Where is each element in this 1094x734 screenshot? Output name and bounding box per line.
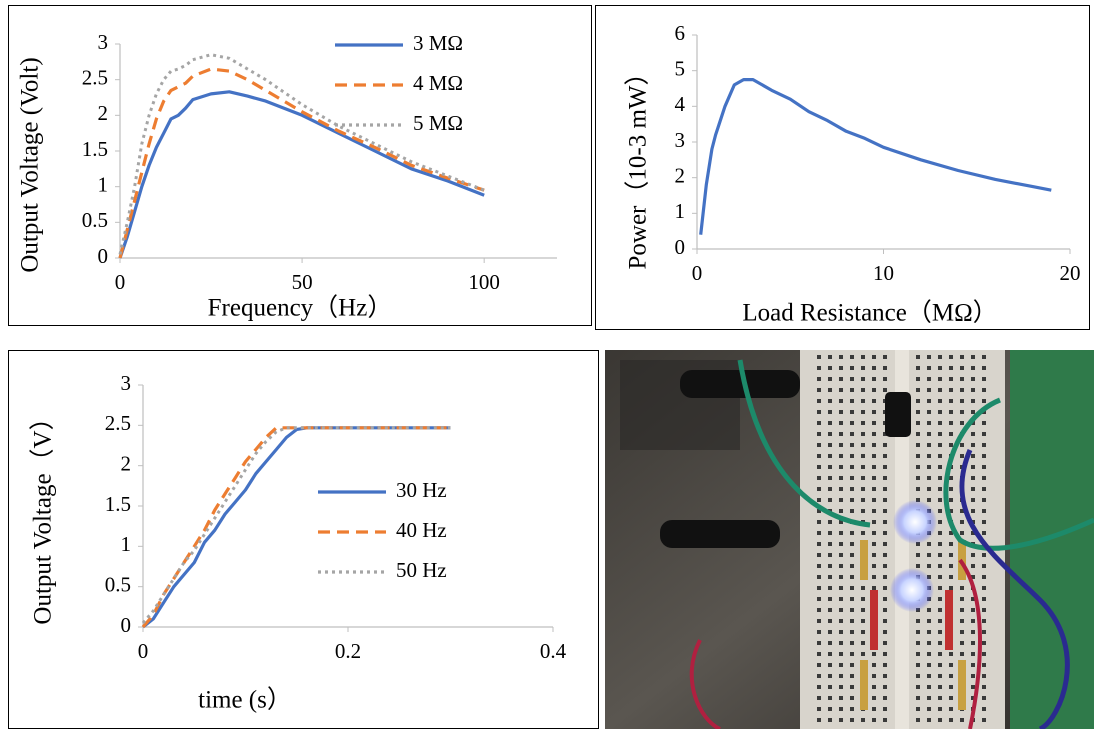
panel-frame	[8, 5, 592, 326]
y-tick-label: 0	[98, 244, 109, 268]
legend-label: 3 MΩ	[413, 31, 463, 55]
legend-label: 40 Hz	[396, 518, 447, 542]
y-tick-label: 1	[98, 172, 109, 196]
x-axis-label: Frequency（Hz）	[208, 294, 393, 322]
y-tick-label: 1.5	[105, 492, 131, 516]
x-tick-label: 50	[292, 270, 313, 294]
y-tick-label: 0.5	[82, 208, 108, 232]
legend-label: 50 Hz	[396, 558, 447, 582]
y-tick-label: 4	[675, 92, 686, 116]
x-axis-label: time (s）	[198, 686, 292, 714]
data-line	[118, 90, 485, 259]
photo	[605, 350, 1094, 732]
y-tick-label: 2	[98, 101, 109, 125]
data-line	[118, 67, 485, 259]
y-tick-label: 1	[675, 199, 686, 223]
y-tick-label: 2	[121, 451, 132, 475]
data-line	[141, 426, 451, 624]
y-axis-label: Power（10-3 mW）	[624, 61, 652, 270]
x-tick-label: 10	[873, 261, 894, 285]
panel-frame	[595, 5, 1090, 330]
x-tick-label: 100	[468, 270, 500, 294]
data-line	[699, 78, 1052, 235]
y-tick-label: 0	[121, 613, 132, 637]
y-tick-label: 2	[675, 163, 686, 187]
x-tick-label: 0.4	[540, 639, 567, 663]
y-tick-label: 6	[675, 21, 686, 45]
x-tick-label: 0	[138, 639, 149, 663]
legend-label: 30 Hz	[396, 478, 447, 502]
legend-label: 5 MΩ	[413, 111, 463, 135]
y-tick-label: 1.5	[82, 137, 108, 161]
x-tick-label: 0	[692, 261, 703, 285]
x-tick-label: 0.2	[335, 639, 361, 663]
y-tick-label: 0.5	[105, 572, 131, 596]
y-tick-label: 3	[98, 30, 109, 54]
y-axis-label: Output Voltage (Volt)	[17, 57, 44, 272]
y-tick-label: 2.5	[82, 65, 108, 89]
x-axis-label: Load Resistance（MΩ）	[742, 299, 997, 327]
y-tick-label: 2.5	[105, 411, 131, 435]
y-tick-label: 3	[121, 371, 132, 395]
x-tick-label: 0	[115, 270, 126, 294]
panel-frame	[8, 350, 599, 729]
y-tick-label: 1	[121, 532, 132, 556]
y-tick-label: 0	[675, 235, 686, 259]
y-axis-label: Output Voltage（V）	[29, 405, 57, 624]
y-tick-label: 5	[675, 56, 686, 80]
x-tick-label: 20	[1060, 261, 1081, 285]
legend-label: 4 MΩ	[413, 71, 463, 95]
y-tick-label: 3	[675, 128, 686, 152]
